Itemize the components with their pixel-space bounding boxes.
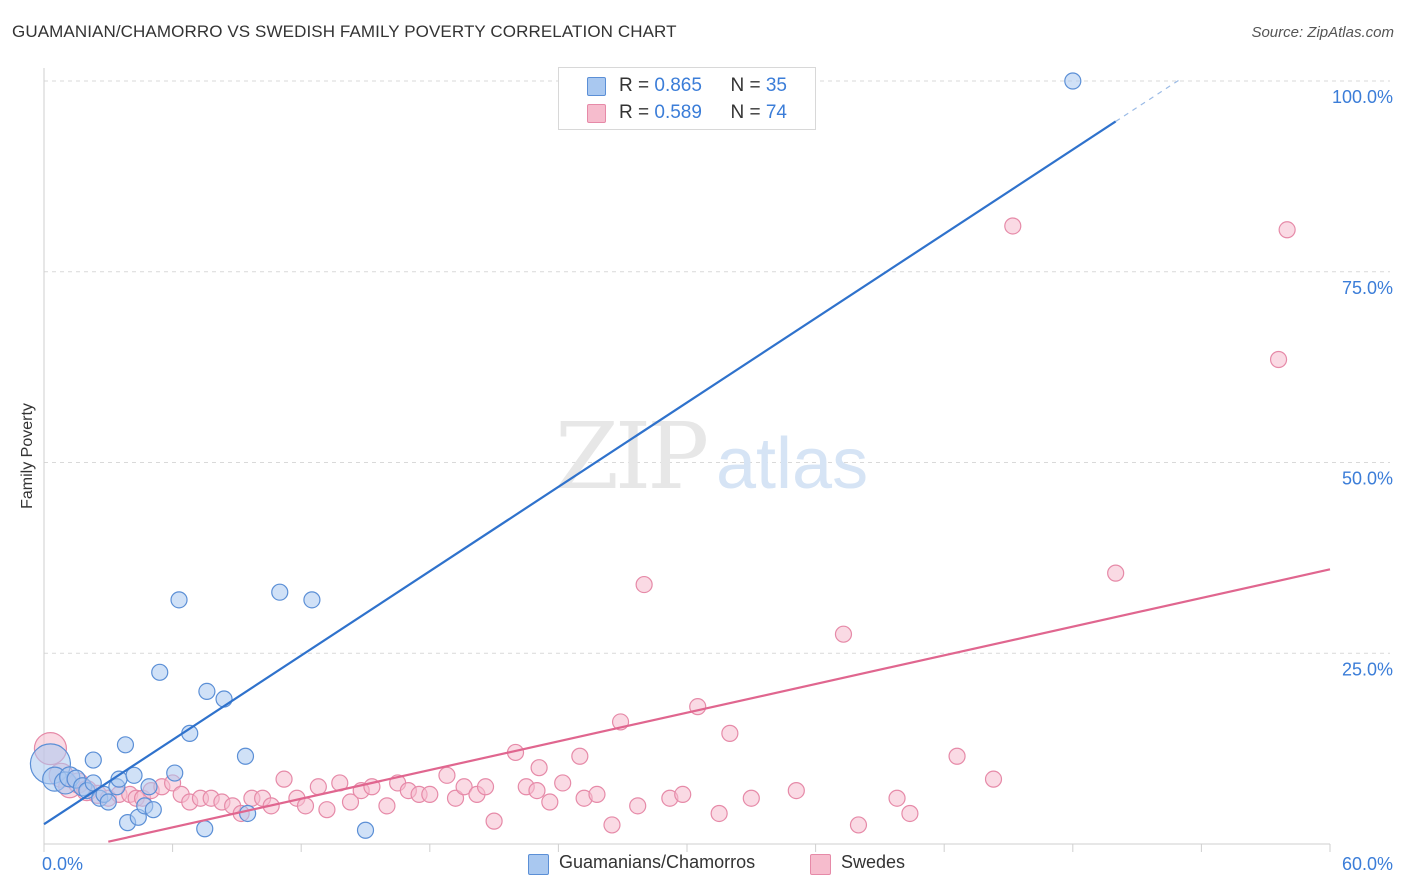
guamanian-point — [271, 583, 289, 601]
series-label-guamanians: Guamanians/Chamorros — [559, 852, 756, 872]
swede-point — [948, 747, 966, 765]
swede-point — [378, 797, 396, 815]
swede-point — [275, 770, 293, 788]
chart-title: GUAMANIAN/CHAMORRO VS SWEDISH FAMILY POV… — [12, 22, 677, 41]
guamanian-point — [170, 591, 188, 609]
swede-point — [710, 804, 728, 823]
y-tick-label: 25.0% — [1342, 659, 1393, 679]
swede-point — [588, 785, 606, 804]
legend-n-value: 74 — [765, 102, 787, 123]
series-swatch-pink — [810, 854, 831, 875]
guamanian-point — [144, 801, 162, 819]
swede-point — [341, 793, 360, 811]
y-tick-label: 100.0% — [1332, 87, 1393, 107]
guamanian-point — [215, 690, 233, 708]
guamanian-point — [116, 736, 135, 754]
swede-point — [318, 801, 336, 819]
axes — [43, 68, 1331, 852]
guamanian-point — [1064, 72, 1082, 90]
guamanian-point — [303, 591, 321, 609]
legend-n-label: N = — [730, 102, 766, 123]
swede-point — [888, 789, 906, 807]
swede-point — [1004, 217, 1022, 235]
legend-swatch-pink — [587, 104, 606, 123]
swede-point — [1269, 350, 1288, 369]
y-tick-label: 75.0% — [1342, 278, 1393, 298]
swede-point — [984, 770, 1003, 788]
swede-point — [476, 778, 495, 796]
guamanian-point — [140, 778, 158, 796]
swede-point — [834, 625, 853, 643]
source-label: Source: ZipAtlas.com — [1251, 24, 1394, 41]
swede-point — [1278, 221, 1296, 239]
swede-point — [901, 804, 919, 823]
guamanian-trend-line — [43, 120, 1117, 826]
y-axis-title: Family Poverty — [19, 403, 36, 509]
x-tick-label: 0.0% — [42, 854, 83, 874]
legend-r-label: R = — [619, 75, 655, 96]
guamanian-point — [236, 747, 255, 765]
watermark-zip: ZIP — [555, 403, 706, 510]
legend-swatch-blue — [587, 77, 606, 96]
guamanian-point — [151, 663, 169, 681]
legend-r-value: 0.589 — [654, 102, 702, 123]
swede-point — [530, 759, 548, 777]
legend-r-value: 0.865 — [654, 75, 702, 96]
swede-point — [742, 789, 760, 807]
swede-point — [571, 747, 589, 765]
watermark: ZIP atlas — [555, 403, 868, 510]
legend-n-label: N = — [730, 75, 766, 96]
swede-point — [438, 766, 456, 784]
swede-point — [787, 781, 805, 800]
swede-point — [446, 789, 465, 807]
tick-labels: 25.0% 50.0% 75.0% 100.0% 0.0% 60.0% — [42, 87, 1393, 874]
swede-point — [541, 793, 559, 811]
guamanian-point — [239, 804, 257, 823]
swede-point — [554, 774, 572, 792]
trend-lines — [43, 78, 1331, 843]
series-swatch-blue — [528, 854, 549, 875]
guamanian-point — [84, 751, 102, 769]
swede-point — [528, 781, 546, 800]
guamanian-point — [125, 766, 143, 784]
correlation-legend: R = 0.865 N = 35 R = 0.589 N = 74 — [558, 67, 816, 130]
swede-point — [674, 785, 692, 804]
guamanian-point — [198, 682, 216, 701]
swede-point — [849, 816, 868, 834]
swede-point — [629, 797, 647, 815]
series-label-swedes: Swedes — [841, 852, 906, 872]
grid — [44, 80, 1390, 654]
x-tick-label: 60.0% — [1342, 854, 1393, 874]
watermark-atlas: atlas — [716, 424, 868, 504]
swede-point — [603, 816, 621, 834]
swede-point — [485, 812, 503, 830]
legend-n-value: 35 — [765, 75, 787, 96]
swede-point — [421, 785, 439, 804]
swede-point — [721, 724, 739, 742]
legend-r-label: R = — [619, 102, 655, 123]
guamanian-point — [166, 764, 184, 782]
guamanian-point — [196, 820, 214, 838]
swede-point — [309, 778, 327, 796]
swede-point — [1107, 564, 1125, 582]
guamanian-point — [356, 821, 375, 839]
swede-point — [455, 778, 473, 796]
swede-point — [635, 575, 653, 594]
swede-trend-line — [108, 568, 1331, 843]
guamanian-point — [99, 793, 117, 811]
swede-point — [296, 797, 315, 815]
guamanian-trend-extension — [1115, 78, 1181, 122]
scatter-points — [29, 72, 1296, 839]
y-tick-label: 50.0% — [1342, 469, 1393, 489]
